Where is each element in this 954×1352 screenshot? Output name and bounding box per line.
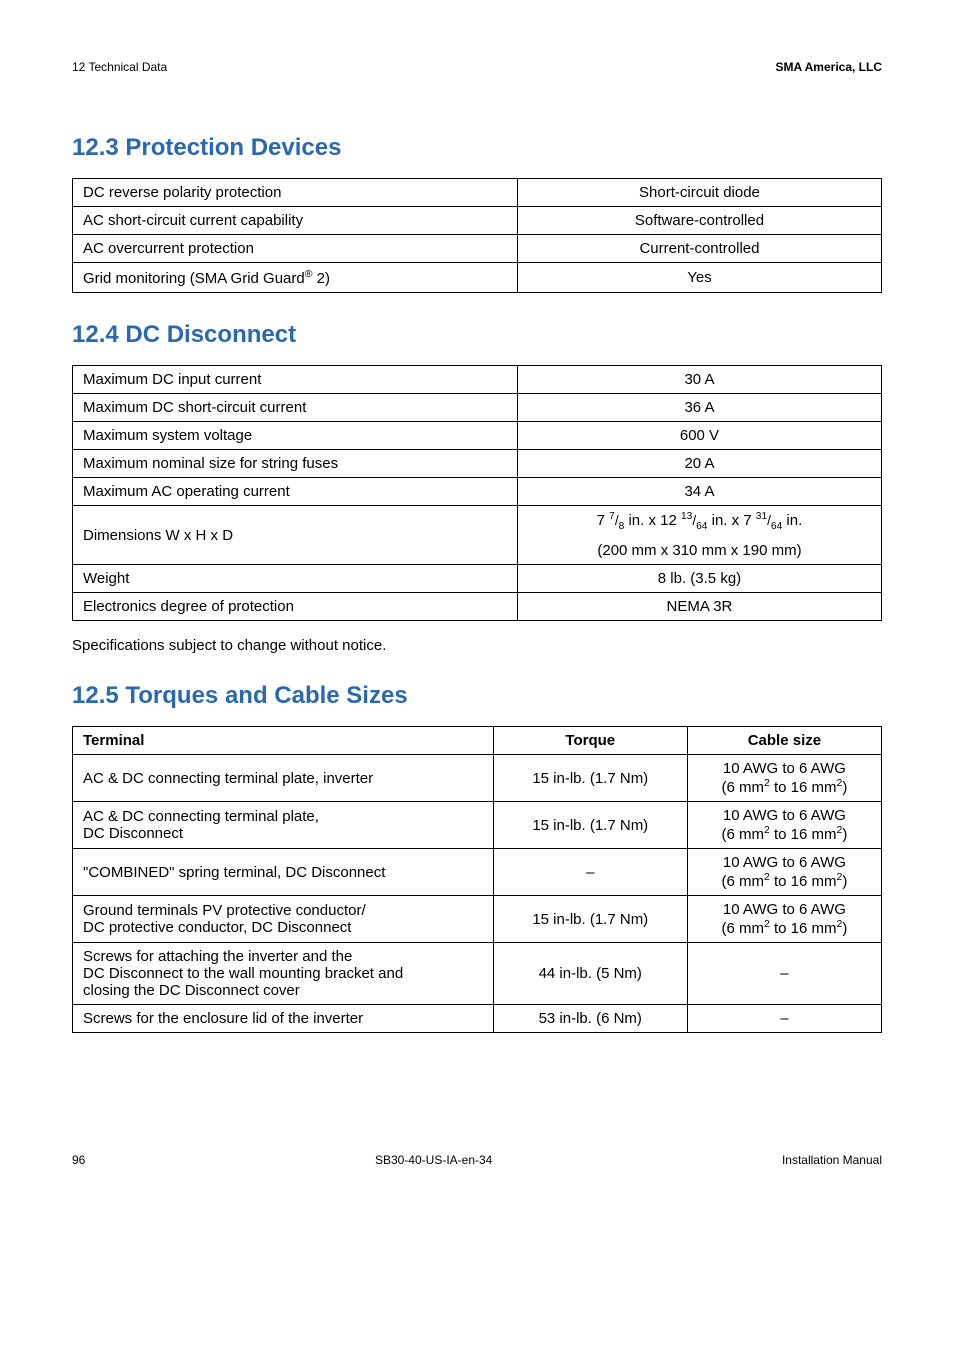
cell-torque: 53 in-lb. (6 Nm) bbox=[493, 1005, 687, 1033]
col-torque: Torque bbox=[493, 727, 687, 755]
cell-value: 7 7/8 in. x 12 13/64 in. x 7 31/64 in. bbox=[517, 506, 881, 538]
table-row: Ground terminals PV protective conductor… bbox=[73, 896, 882, 943]
cell-label: Dimensions W x H x D bbox=[73, 506, 518, 565]
terminal-line1: AC & DC connecting terminal plate, bbox=[83, 808, 319, 825]
terminal-line2: DC Disconnect to the wall mounting brack… bbox=[83, 965, 403, 982]
section-12-5-title: 12.5 Torques and Cable Sizes bbox=[72, 682, 882, 710]
cell-label: Grid monitoring (SMA Grid Guard® 2) bbox=[73, 263, 518, 293]
cell-value: 36 A bbox=[517, 394, 881, 422]
section-12-4-title: 12.4 DC Disconnect bbox=[72, 321, 882, 349]
cell-cable: 10 AWG to 6 AWG (6 mm2 to 16 mm2) bbox=[687, 755, 881, 802]
cell-terminal: "COMBINED" spring terminal, DC Disconnec… bbox=[73, 849, 494, 896]
cell-cable: – bbox=[687, 943, 881, 1005]
cell-value: Short-circuit diode bbox=[517, 179, 881, 207]
cell-terminal: Ground terminals PV protective conductor… bbox=[73, 896, 494, 943]
table-row: Maximum AC operating current 34 A bbox=[73, 478, 882, 506]
table-row: Maximum DC short-circuit current 36 A bbox=[73, 394, 882, 422]
cell-value: 600 V bbox=[517, 422, 881, 450]
cell-terminal: Screws for attaching the inverter and th… bbox=[73, 943, 494, 1005]
cable-line1: 10 AWG to 6 AWG bbox=[723, 854, 846, 871]
table-row: AC overcurrent protection Current-contro… bbox=[73, 235, 882, 263]
cable-line1: 10 AWG to 6 AWG bbox=[723, 901, 846, 918]
page-container: 12 Technical Data SMA America, LLC 12.3 … bbox=[0, 0, 954, 1207]
table-header-row: Terminal Torque Cable size bbox=[73, 727, 882, 755]
terminal-line1: Screws for attaching the inverter and th… bbox=[83, 948, 352, 965]
cell-value: 20 A bbox=[517, 450, 881, 478]
cell-label: Maximum DC input current bbox=[73, 366, 518, 394]
table-row: Maximum system voltage 600 V bbox=[73, 422, 882, 450]
cell-torque: 15 in-lb. (1.7 Nm) bbox=[493, 802, 687, 849]
table-row: Weight 8 lb. (3.5 kg) bbox=[73, 565, 882, 593]
cell-value: 30 A bbox=[517, 366, 881, 394]
spec-change-note: Specifications subject to change without… bbox=[72, 637, 882, 654]
cell-value: 8 lb. (3.5 kg) bbox=[517, 565, 881, 593]
cell-value: Current-controlled bbox=[517, 235, 881, 263]
table-row: AC & DC connecting terminal plate, inver… bbox=[73, 755, 882, 802]
cell-label: Electronics degree of protection bbox=[73, 593, 518, 621]
cell-label: Maximum nominal size for string fuses bbox=[73, 450, 518, 478]
cell-value: Software-controlled bbox=[517, 207, 881, 235]
cell-terminal: AC & DC connecting terminal plate, DC Di… bbox=[73, 802, 494, 849]
cell-cable: 10 AWG to 6 AWG (6 mm2 to 16 mm2) bbox=[687, 849, 881, 896]
table-12-3: DC reverse polarity protection Short-cir… bbox=[72, 178, 882, 293]
terminal-line2: DC Disconnect bbox=[83, 825, 183, 842]
table-row: Dimensions W x H x D 7 7/8 in. x 12 13/6… bbox=[73, 506, 882, 538]
cell-label: AC overcurrent protection bbox=[73, 235, 518, 263]
cell-cable: 10 AWG to 6 AWG (6 mm2 to 16 mm2) bbox=[687, 896, 881, 943]
footer-doc-type: Installation Manual bbox=[782, 1153, 882, 1167]
table-row: Electronics degree of protection NEMA 3R bbox=[73, 593, 882, 621]
cell-label: AC short-circuit current capability bbox=[73, 207, 518, 235]
table-row: Maximum nominal size for string fuses 20… bbox=[73, 450, 882, 478]
cell-torque: 44 in-lb. (5 Nm) bbox=[493, 943, 687, 1005]
cell-cable: – bbox=[687, 1005, 881, 1033]
table-row: "COMBINED" spring terminal, DC Disconnec… bbox=[73, 849, 882, 896]
table-row: AC & DC connecting terminal plate, DC Di… bbox=[73, 802, 882, 849]
table-12-4: Maximum DC input current 30 A Maximum DC… bbox=[72, 365, 882, 621]
cell-value: Yes bbox=[517, 263, 881, 293]
cell-terminal: AC & DC connecting terminal plate, inver… bbox=[73, 755, 494, 802]
cell-label: Maximum DC short-circuit current bbox=[73, 394, 518, 422]
table-row: Grid monitoring (SMA Grid Guard® 2) Yes bbox=[73, 263, 882, 293]
table-row: Screws for attaching the inverter and th… bbox=[73, 943, 882, 1005]
cell-label: Weight bbox=[73, 565, 518, 593]
footer-doc-id: SB30-40-US-IA-en-34 bbox=[375, 1153, 492, 1167]
cell-torque: 15 in-lb. (1.7 Nm) bbox=[493, 755, 687, 802]
terminal-line1: Ground terminals PV protective conductor… bbox=[83, 902, 366, 919]
table-row: Maximum DC input current 30 A bbox=[73, 366, 882, 394]
section-12-3-title: 12.3 Protection Devices bbox=[72, 134, 882, 162]
col-terminal: Terminal bbox=[73, 727, 494, 755]
cable-line1: 10 AWG to 6 AWG bbox=[723, 760, 846, 777]
cable-line1: 10 AWG to 6 AWG bbox=[723, 807, 846, 824]
terminal-line2: DC protective conductor, DC Disconnect bbox=[83, 919, 351, 936]
cell-value: 34 A bbox=[517, 478, 881, 506]
cell-value: NEMA 3R bbox=[517, 593, 881, 621]
page-header: 12 Technical Data SMA America, LLC bbox=[72, 60, 882, 74]
cell-label: DC reverse polarity protection bbox=[73, 179, 518, 207]
cell-label: Maximum system voltage bbox=[73, 422, 518, 450]
table-row: DC reverse polarity protection Short-cir… bbox=[73, 179, 882, 207]
cell-cable: 10 AWG to 6 AWG (6 mm2 to 16 mm2) bbox=[687, 802, 881, 849]
terminal-line3: closing the DC Disconnect cover bbox=[83, 982, 300, 999]
page-footer: 96 SB30-40-US-IA-en-34 Installation Manu… bbox=[72, 1153, 882, 1167]
cell-value: (200 mm x 310 mm x 190 mm) bbox=[517, 537, 881, 565]
col-cable: Cable size bbox=[687, 727, 881, 755]
footer-page-number: 96 bbox=[72, 1153, 85, 1167]
table-row: Screws for the enclosure lid of the inve… bbox=[73, 1005, 882, 1033]
cell-torque: – bbox=[493, 849, 687, 896]
header-right: SMA America, LLC bbox=[776, 60, 882, 74]
header-left: 12 Technical Data bbox=[72, 60, 167, 74]
table-12-5: Terminal Torque Cable size AC & DC conne… bbox=[72, 726, 882, 1033]
cell-label: Maximum AC operating current bbox=[73, 478, 518, 506]
cell-terminal: Screws for the enclosure lid of the inve… bbox=[73, 1005, 494, 1033]
table-row: AC short-circuit current capability Soft… bbox=[73, 207, 882, 235]
cell-torque: 15 in-lb. (1.7 Nm) bbox=[493, 896, 687, 943]
